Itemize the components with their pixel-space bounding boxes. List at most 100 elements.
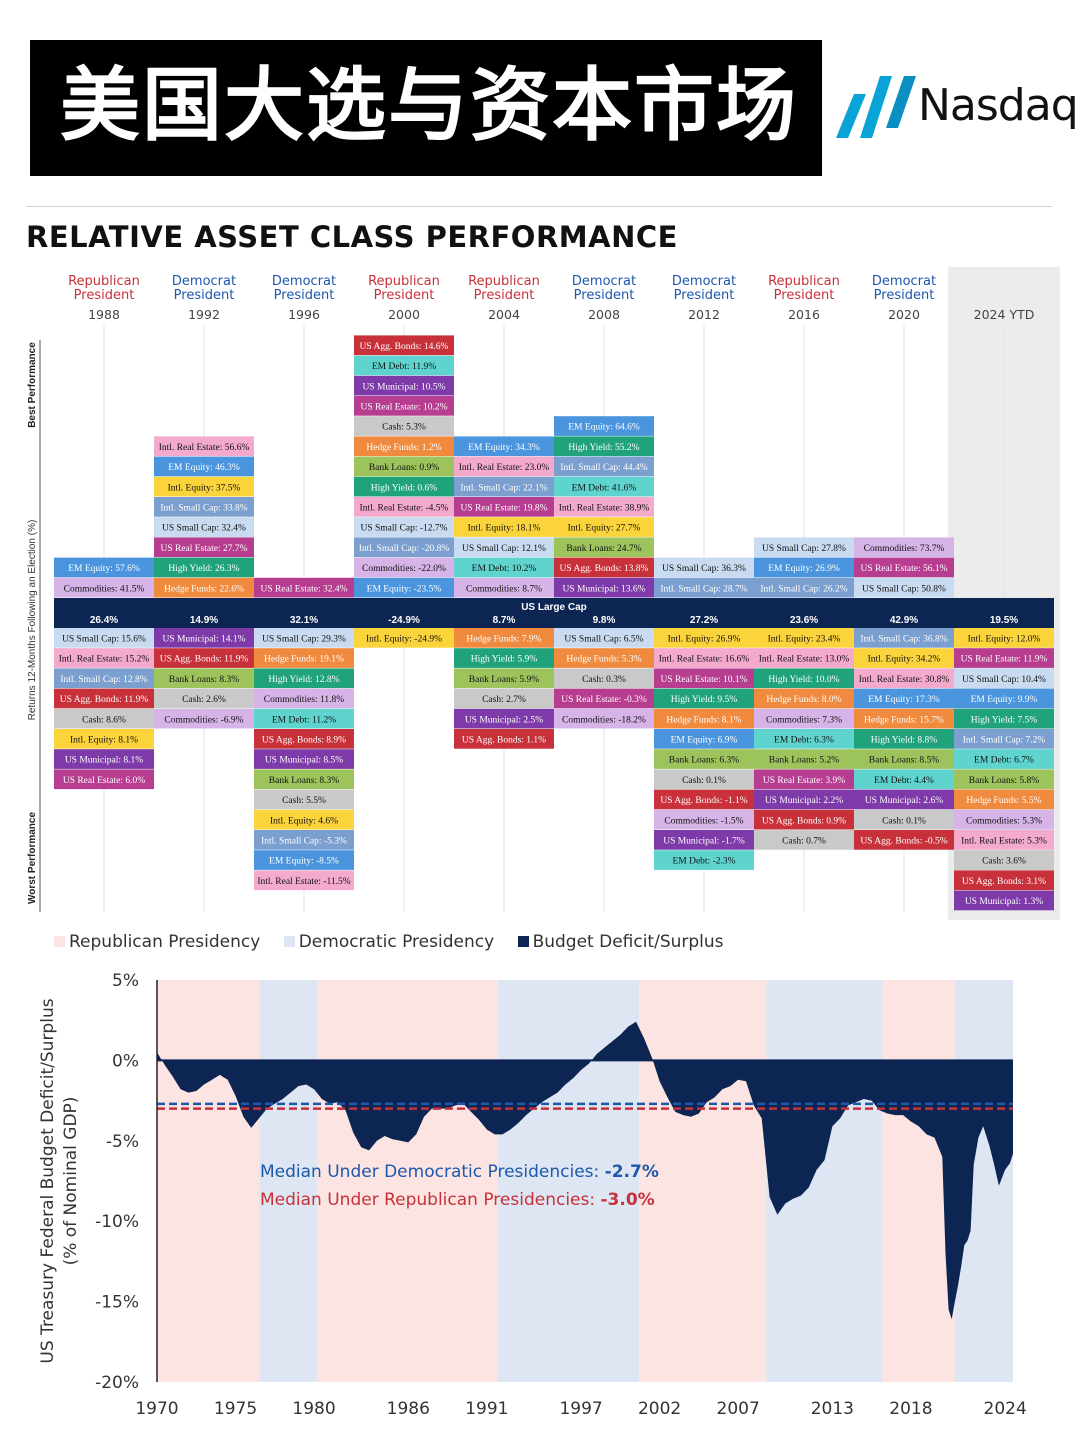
- asset-cell: [854, 708, 954, 729]
- asset-cell: [754, 668, 854, 689]
- y-tick-label: -5%: [106, 1132, 139, 1152]
- asset-cell-label: US Small Cap: -12.7%: [360, 524, 447, 534]
- asset-cell-label: Cash: 5.5%: [282, 796, 326, 806]
- asset-cell: [254, 628, 354, 648]
- asset-cell: [354, 335, 454, 356]
- asset-cell: [354, 628, 454, 648]
- asset-cell-label: Intl. Equity: 18.1%: [468, 524, 541, 534]
- asset-cell: [54, 769, 154, 790]
- asset-cell-label: US Municipal: 2.6%: [865, 796, 943, 806]
- asset-cell-label: EM Debt: 6.7%: [974, 756, 1034, 766]
- best-performance-label: Best Performance: [27, 342, 38, 428]
- asset-cell-label: Intl. Equity: 26.9%: [668, 635, 741, 645]
- asset-cell-label: Bank Loans: 5.8%: [969, 776, 1040, 786]
- asset-cell-label: Hedge Funds: 1.2%: [366, 443, 441, 453]
- democratic-period: [954, 980, 1013, 1382]
- asset-cell-label: Bank Loans: 8.3%: [169, 675, 240, 685]
- asset-cell: [254, 769, 354, 790]
- y-tick-label: -10%: [95, 1212, 139, 1232]
- asset-cell: [454, 517, 554, 537]
- asset-cell-label: US Small Cap: 27.8%: [762, 544, 846, 554]
- asset-cell-label: High Yield: 8.8%: [871, 736, 937, 746]
- asset-cell: [354, 557, 454, 578]
- asset-cell: [454, 648, 554, 668]
- asset-cell-label: Cash: 8.6%: [82, 715, 126, 725]
- legend-swatch: [54, 936, 65, 947]
- asset-cell-label: EM Equity: 6.9%: [671, 736, 738, 746]
- asset-cell: [54, 628, 154, 648]
- large-cap-value: 26.4%: [90, 615, 118, 626]
- asset-cell-label: EM Debt: 6.3%: [774, 736, 834, 746]
- asset-cell: [554, 688, 654, 709]
- asset-cell: [454, 537, 554, 558]
- asset-cell: [54, 688, 154, 709]
- republican-period: [157, 980, 260, 1382]
- asset-cell: [454, 577, 554, 598]
- asset-cell-label: Commodities: 5.3%: [966, 816, 1042, 826]
- asset-cell-label: US Municipal: 10.5%: [362, 382, 445, 392]
- asset-cell-label: EM Equity: 34.3%: [468, 443, 540, 453]
- asset-cell-label: Intl. Small Cap: -5.3%: [261, 837, 347, 847]
- asset-cell-label: EM Equity: 9.9%: [971, 695, 1038, 705]
- party-label: President: [474, 288, 535, 303]
- asset-cell-label: Hedge Funds: 15.7%: [864, 715, 944, 725]
- legend-label: Budget Deficit/Surplus: [532, 932, 724, 952]
- asset-cell: [854, 668, 954, 689]
- asset-cell-label: Intl. Real Estate: 16.6%: [659, 655, 750, 665]
- asset-cell-label: EM Equity: -23.5%: [367, 584, 442, 594]
- x-tick-label: 1975: [214, 1399, 257, 1419]
- asset-cell: [54, 749, 154, 769]
- asset-cell: [254, 870, 354, 891]
- asset-cell-label: Bank Loans: 0.9%: [369, 463, 440, 473]
- large-cap-value: 42.9%: [890, 615, 918, 626]
- large-cap-value: 32.1%: [290, 615, 318, 626]
- asset-cell-label: Intl. Real Estate: 15.2%: [59, 655, 150, 665]
- asset-cell-label: EM Equity: 57.6%: [68, 564, 140, 574]
- y-axis-title: (% of Nominal GDP): [61, 1097, 81, 1266]
- asset-cell: [654, 789, 754, 810]
- party-label: Democrat: [172, 274, 236, 289]
- asset-cell-label: US Small Cap: 15.6%: [62, 635, 146, 645]
- asset-cell-label: US Small Cap: 50.8%: [862, 584, 946, 594]
- asset-cell: [254, 648, 354, 668]
- asset-cell-label: Intl. Real Estate: 5.3%: [961, 837, 1047, 847]
- legend-swatch: [283, 936, 295, 947]
- asset-cell: [954, 830, 1054, 850]
- y-tick-label: -15%: [95, 1293, 139, 1313]
- asset-cell-label: High Yield: 5.9%: [471, 655, 537, 665]
- asset-cell-label: US Agg. Bonds: 14.6%: [360, 342, 449, 352]
- asset-cell: [654, 688, 754, 709]
- party-label: Republican: [68, 274, 140, 289]
- asset-cell-label: Intl. Real Estate: 30.8%: [859, 675, 950, 685]
- asset-cell: [854, 769, 954, 790]
- asset-cell: [254, 708, 354, 729]
- asset-cell-label: Intl. Real Estate: 56.6%: [159, 443, 250, 453]
- asset-cell: [954, 648, 1054, 668]
- asset-cell: [554, 416, 654, 436]
- asset-cell: [254, 830, 354, 850]
- asset-cell-label: US Real Estate: 56.1%: [860, 564, 947, 574]
- asset-cell: [154, 476, 254, 497]
- asset-cell-label: Cash: 5.3%: [382, 423, 426, 433]
- median-democratic-value: -2.7%: [605, 1162, 659, 1182]
- asset-cell: [354, 416, 454, 436]
- y-tick-label: 5%: [112, 971, 139, 991]
- asset-cell-label: Hedge Funds: 8.0%: [766, 695, 841, 705]
- asset-cell: [154, 577, 254, 598]
- asset-cell: [954, 668, 1054, 689]
- asset-cell-label: US Small Cap: 6.5%: [564, 635, 643, 645]
- asset-cell: [254, 809, 354, 830]
- asset-cell: [654, 729, 754, 749]
- asset-cell: [54, 648, 154, 668]
- asset-cell-label: EM Equity: 26.9%: [768, 564, 840, 574]
- asset-cell-label: US Agg. Bonds: 3.1%: [962, 877, 1046, 887]
- large-cap-value: 8.7%: [493, 615, 516, 626]
- asset-cell: [654, 708, 754, 729]
- asset-cell-label: Commodities: -18.2%: [562, 715, 646, 725]
- asset-cell: [54, 708, 154, 729]
- asset-cell: [454, 628, 554, 648]
- asset-cell-label: US Agg. Bonds: 8.9%: [262, 736, 346, 746]
- median-republican-value: -3.0%: [601, 1190, 655, 1210]
- legend-label: Republican Presidency: [69, 932, 261, 952]
- asset-cell-label: Intl. Small Cap: 22.1%: [460, 483, 547, 493]
